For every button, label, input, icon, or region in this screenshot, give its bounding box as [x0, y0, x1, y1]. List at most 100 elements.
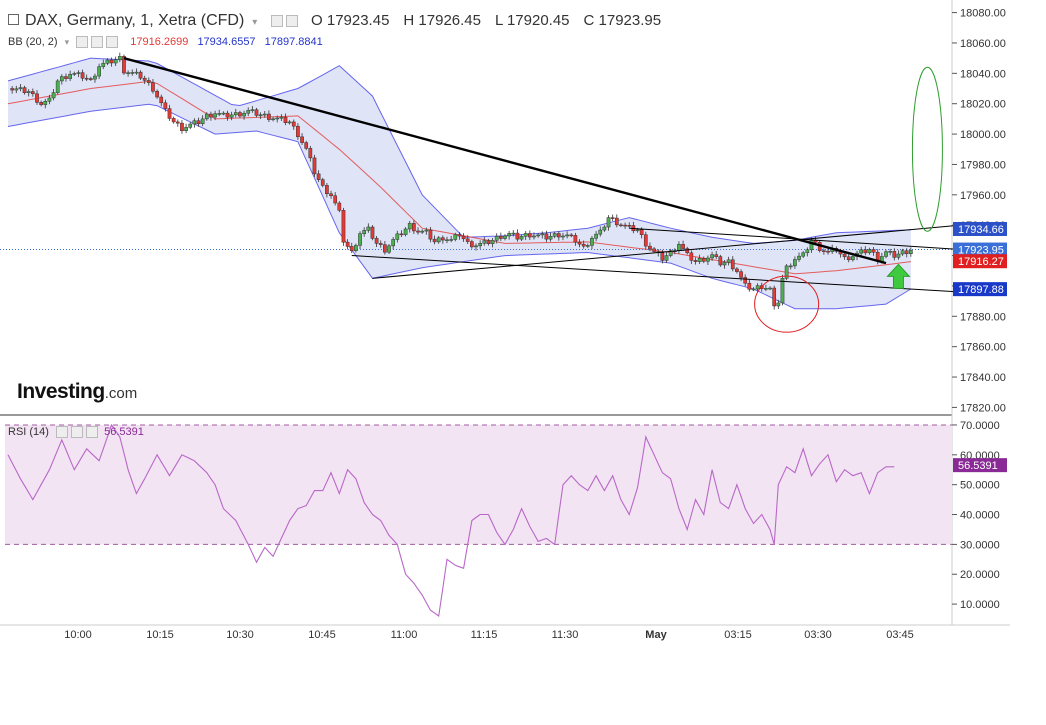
candle-body — [581, 243, 586, 247]
candle-body — [643, 234, 648, 247]
rsi-tick-label: 30.0000 — [960, 539, 1000, 551]
close-icon[interactable] — [86, 426, 99, 439]
candle-body — [507, 233, 511, 237]
candle-body — [64, 76, 68, 79]
candle-body — [739, 271, 743, 278]
candle-body — [138, 71, 143, 79]
bb-label[interactable]: BB (20, 2) — [8, 36, 58, 48]
candle-body — [279, 116, 284, 119]
candle-body — [403, 228, 408, 235]
candle-body — [180, 122, 184, 131]
axes: 18080.00 18060.00 18040.00 18020.00 18000.00… — [64, 8, 1007, 641]
y-tick-label: 17980.00 — [960, 159, 1006, 171]
candle-body — [556, 233, 561, 238]
candle-body — [503, 235, 507, 239]
candle-body — [585, 245, 590, 247]
candle-body — [209, 113, 213, 118]
candle-body — [14, 88, 19, 91]
rsi-badge-bg — [953, 458, 1007, 473]
candle-body — [345, 241, 350, 247]
candle-body — [900, 250, 905, 255]
settings-icon[interactable] — [56, 426, 69, 439]
candle-body — [697, 258, 702, 262]
y-tick-label: 18000.00 — [960, 129, 1006, 141]
bollinger-bands — [7, 57, 912, 310]
candle-body — [851, 256, 855, 261]
visibility-icon[interactable] — [91, 36, 104, 49]
candle-body — [730, 259, 735, 270]
investing-logo: Investing.com — [17, 380, 137, 404]
candle-body — [735, 268, 739, 272]
candle-body — [428, 229, 433, 240]
rsi-tick-label: 20.0000 — [960, 569, 1000, 581]
symbol-title[interactable]: DAX, Germany, 1, Xetra (CFD) — [25, 12, 245, 29]
candle-body — [573, 235, 578, 243]
candle-body — [457, 234, 462, 237]
candle-body — [668, 250, 673, 256]
x-tick-label: 10:45 — [308, 629, 336, 641]
rsi-legend-value: 56.5391 — [104, 426, 144, 438]
bb-legend: BB (20, 2) ▾ 17916.2699 17934.6557 17897… — [8, 36, 323, 49]
candle-body — [569, 234, 574, 237]
collapse-icon[interactable] — [8, 14, 19, 25]
candle-body — [217, 113, 222, 115]
candle-body — [391, 239, 396, 247]
candle-body — [30, 91, 35, 95]
candle-body — [801, 252, 806, 257]
bb-upper-badge-bg — [953, 221, 1007, 236]
candle-body — [163, 102, 168, 109]
candle-body — [515, 232, 520, 240]
logo-suffix: .com — [104, 385, 138, 402]
candle-body — [751, 288, 756, 291]
candle-body — [470, 241, 474, 248]
candle-body — [420, 230, 425, 233]
candle-body — [59, 76, 64, 82]
rsi-line — [7, 423, 895, 617]
candle-body — [225, 112, 230, 118]
candle-body — [474, 245, 478, 248]
rsi-tick-label: 10.0000 — [960, 599, 1000, 611]
rsi-label[interactable]: RSI (14) — [8, 426, 49, 438]
visibility-icon[interactable] — [286, 15, 299, 28]
candle-body — [296, 125, 300, 138]
candle-body — [888, 251, 893, 253]
settings-icon[interactable] — [271, 15, 284, 28]
settings-icon[interactable] — [76, 36, 89, 49]
bb-fill — [8, 58, 911, 309]
candle-body — [797, 255, 801, 260]
candle-body — [623, 224, 627, 227]
candle-body — [424, 229, 429, 232]
candle-body — [374, 238, 379, 244]
bb-mid-value: 17916.2699 — [130, 36, 189, 48]
candle-body — [764, 288, 768, 290]
candle-body — [22, 87, 27, 94]
dropdown-icon[interactable]: ▾ — [252, 17, 258, 28]
close-icon[interactable] — [106, 36, 119, 49]
candle-body — [221, 112, 226, 115]
candle-body — [254, 109, 259, 116]
candle-body — [72, 73, 77, 75]
candle-body — [532, 235, 536, 238]
x-tick-label: 03:45 — [886, 629, 914, 641]
candle-body — [776, 302, 781, 307]
candle-body — [55, 80, 60, 93]
dropdown-icon[interactable]: ▾ — [64, 37, 70, 47]
candle-body — [329, 193, 333, 196]
candle-body — [312, 157, 317, 175]
candle-body — [250, 109, 255, 111]
candle-body — [109, 59, 114, 64]
candle-body — [892, 251, 897, 258]
candle-body — [358, 233, 362, 246]
candle-body — [846, 256, 851, 261]
candle-body — [590, 237, 594, 246]
visibility-icon[interactable] — [71, 426, 84, 439]
candle-body — [909, 250, 913, 254]
candle-body — [639, 229, 644, 236]
candle-body — [718, 256, 723, 266]
candle-body — [449, 239, 453, 241]
candle-body — [693, 260, 698, 262]
candle-body — [126, 72, 130, 74]
candle-body — [275, 117, 280, 120]
candle-body — [598, 229, 603, 235]
candle-body — [395, 233, 400, 240]
